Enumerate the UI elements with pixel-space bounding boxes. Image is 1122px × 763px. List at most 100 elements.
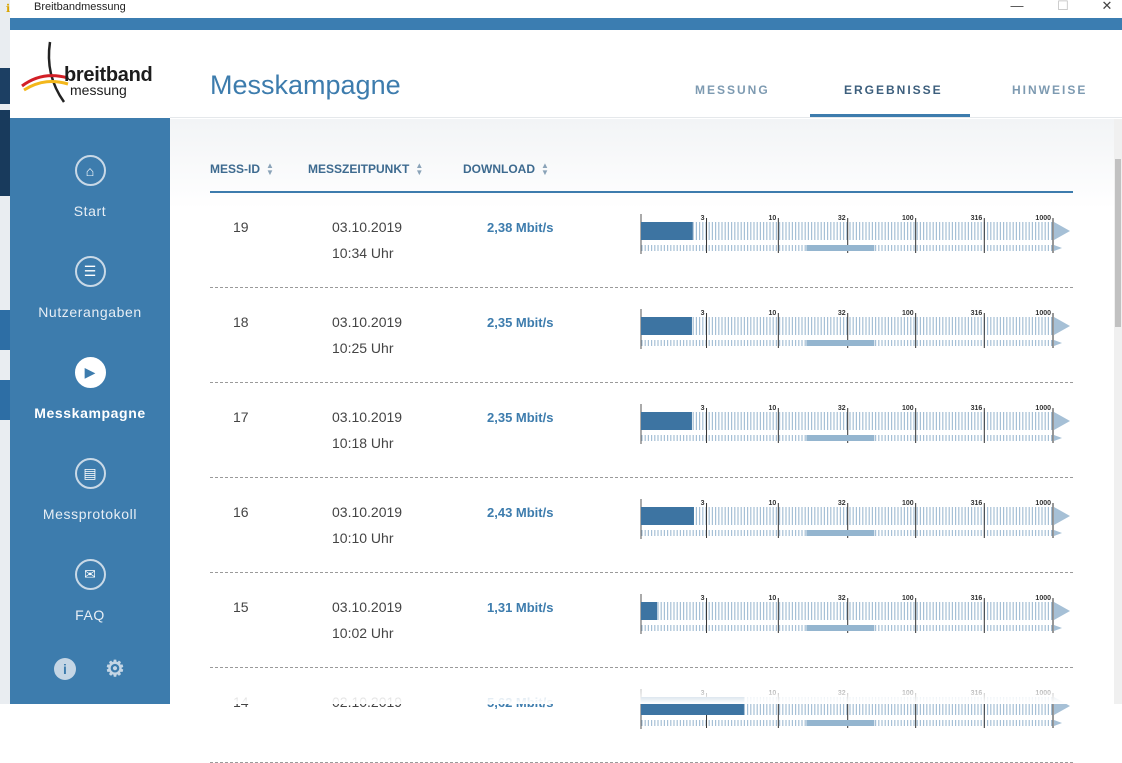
scale-tick-label: 316 [971,500,983,507]
measured-speed-bar [641,507,694,525]
page-header: Messkampagne MESSUNG ERGEBNISSE HINWEISE [170,30,1122,118]
time-cell: 10:25 Uhr [332,340,394,356]
column-header-label: DOWNLOAD [463,162,535,176]
scale-tick-label: 10 [769,405,777,412]
download-speed-cell: 2,35 Mbit/s [487,315,554,330]
column-header-mess-id[interactable]: MESS-ID ▲ ▼ [210,161,274,177]
app-icon: ℹ [6,3,11,15]
scale-arrow-icon [1054,412,1070,430]
scale-tick-label: 10 [769,215,777,222]
sidebar-item-nutzerangaben[interactable]: ☰ Nutzerangaben [10,256,170,320]
clipboard-icon: ▤ [74,458,106,489]
date-cell: 03.10.2019 [332,314,403,330]
logo: breitband messung [10,30,170,118]
measured-speed-bar [641,602,658,620]
download-speed-cell: 2,35 Mbit/s [487,410,554,425]
window-title: Breitbandmessung [34,1,126,13]
chat-icon: ✉ [74,559,106,590]
contract-range-bar [806,245,875,251]
tab-ergebnisse[interactable]: ERGEBNISSE [844,83,943,97]
scale-tick-label: 316 [971,595,983,602]
speed-scale-bar: 3 10 32 100 316 1000 [640,404,1070,444]
speed-scale-bar: 3 10 32 100 316 1000 [640,594,1070,634]
scale-tick-label: 1000 [1035,500,1051,507]
tab-messung[interactable]: MESSUNG [695,83,770,97]
scale-tick-label: 1000 [1035,595,1051,602]
info-icon[interactable]: i [54,658,76,680]
sidebar-item-label: Nutzerangaben [38,304,142,320]
contract-range-bar [806,625,875,631]
table-row[interactable]: 15 03.10.2019 10:02 Uhr 1,31 Mbit/s 3 10 32 100… [210,573,1073,668]
scale-tick-label: 100 [902,405,914,412]
scale-tick-label: 100 [902,215,914,222]
close-button[interactable]: ✕ [1101,0,1113,13]
sidebar-item-messkampagne[interactable]: ▶ Messkampagne [10,357,170,421]
scale-tick-label: 100 [902,595,914,602]
scale-tick-label: 1000 [1035,405,1051,412]
logo-text-messung: messung [70,82,127,98]
scale-tick-label: 10 [769,310,777,317]
column-header-messzeitpunkt[interactable]: MESSZEITPUNKT ▲ ▼ [308,161,424,177]
logo-swoosh-icon [21,41,69,103]
scale-tick-label: 32 [838,310,846,317]
measured-speed-bar [641,222,693,240]
scale-tick-label: 32 [838,595,846,602]
download-speed-cell: 1,31 Mbit/s [487,600,554,615]
top-accent-strip [10,18,1122,30]
bottom-fade [170,680,1114,704]
scale-arrow-icon [1054,720,1062,726]
scrollbar[interactable] [1114,119,1122,704]
sidebar-item-start[interactable]: ⌂ Start [10,155,170,219]
scale-tick-label: 32 [838,405,846,412]
time-cell: 10:10 Uhr [332,530,394,546]
sidebar: breitband messung ⌂ Start ☰ Nutzerangabe… [10,30,170,704]
maximize-button[interactable]: ☐ [1057,0,1069,13]
mess-id-cell: 16 [233,504,249,520]
column-header-download[interactable]: DOWNLOAD ▲ ▼ [463,162,549,177]
scale-arrow-icon [1054,625,1062,631]
user-card-icon: ☰ [74,256,106,287]
scale-tick-label: 316 [971,215,983,222]
scale-tick-label: 10 [769,595,777,602]
contract-range-bar [806,530,875,536]
scale-arrow-icon [1054,435,1062,441]
mess-id-cell: 19 [233,219,249,235]
contract-range-bar [806,340,875,346]
scale-tick-label: 1000 [1035,215,1051,222]
sort-icon: ▲ ▼ [415,161,424,177]
page-title: Messkampagne [210,70,401,100]
sidebar-item-label: Start [73,203,107,219]
mess-id-cell: 18 [233,314,249,330]
gear-icon[interactable]: ⚙ [105,656,125,681]
scale-tick-label: 32 [838,215,846,222]
date-cell: 03.10.2019 [332,504,403,520]
date-cell: 03.10.2019 [332,219,403,235]
scrollbar-thumb[interactable] [1115,159,1121,327]
sidebar-item-label: FAQ [75,607,105,623]
download-speed-cell: 2,43 Mbit/s [487,505,554,520]
measured-speed-bar [641,412,692,430]
sidebar-item-faq[interactable]: ✉ FAQ [10,559,170,623]
table-row[interactable]: 18 03.10.2019 10:25 Uhr 2,35 Mbit/s 3 10 32 100… [210,288,1073,383]
scale-tick-label: 316 [971,310,983,317]
scale-arrow-icon [1054,602,1070,620]
scale-tick-label: 32 [838,500,846,507]
table-row[interactable]: 17 03.10.2019 10:18 Uhr 2,35 Mbit/s 3 10 32 100… [210,383,1073,478]
sort-icon: ▲ ▼ [266,161,274,177]
results-table: MESS-ID ▲ ▼ MESSZEITPUNKT ▲ ▼ DOWNLOAD ▲ ▼ … [170,119,1114,763]
scale-arrow-icon [1054,507,1070,525]
scale-tick-label: 1000 [1035,310,1051,317]
tab-hinweise[interactable]: HINWEISE [1012,83,1088,97]
download-speed-cell: 2,38 Mbit/s [487,220,554,235]
scale-tick-label: 100 [902,310,914,317]
table-row[interactable]: 19 03.10.2019 10:34 Uhr 2,38 Mbit/s 3 10 32 100… [210,193,1073,288]
sidebar-item-label: Messprotokoll [42,506,138,522]
scale-arrow-icon [1054,245,1062,251]
sidebar-item-messprotokoll[interactable]: ▤ Messprotokoll [10,458,170,522]
minimize-button[interactable]: — [1010,0,1024,13]
scale-tick-label: 100 [902,500,914,507]
mess-id-cell: 15 [233,599,249,615]
scale-tick-label: 10 [769,500,777,507]
table-row[interactable]: 16 03.10.2019 10:10 Uhr 2,43 Mbit/s 3 10 32 100… [210,478,1073,573]
active-tab-indicator [810,114,970,117]
